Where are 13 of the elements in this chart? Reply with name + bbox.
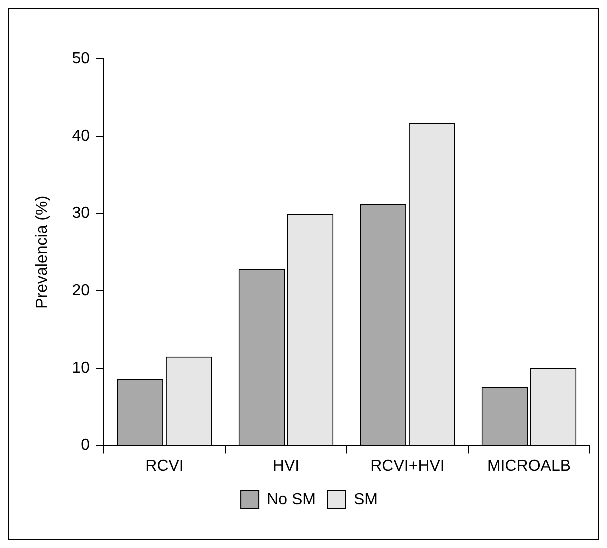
y-axis-title: Prevalencia (%) (34, 196, 52, 309)
y-tick-label: 20 (72, 282, 90, 300)
x-tick-label: RCVI (146, 458, 184, 475)
y-tick-label: 40 (72, 128, 90, 145)
y-tick-label: 50 (72, 50, 90, 68)
y-tick-label: 10 (72, 360, 90, 377)
x-tick-label: HVI (272, 458, 300, 475)
legend-label: SM (354, 491, 378, 508)
y-tick-label: 0 (81, 437, 90, 454)
y-tick-label: 30 (72, 205, 90, 222)
x-tick-label: MICROALB (487, 458, 572, 475)
legend-label: No SM (267, 491, 316, 508)
x-tick-label: RCVI+HVI (370, 458, 445, 475)
